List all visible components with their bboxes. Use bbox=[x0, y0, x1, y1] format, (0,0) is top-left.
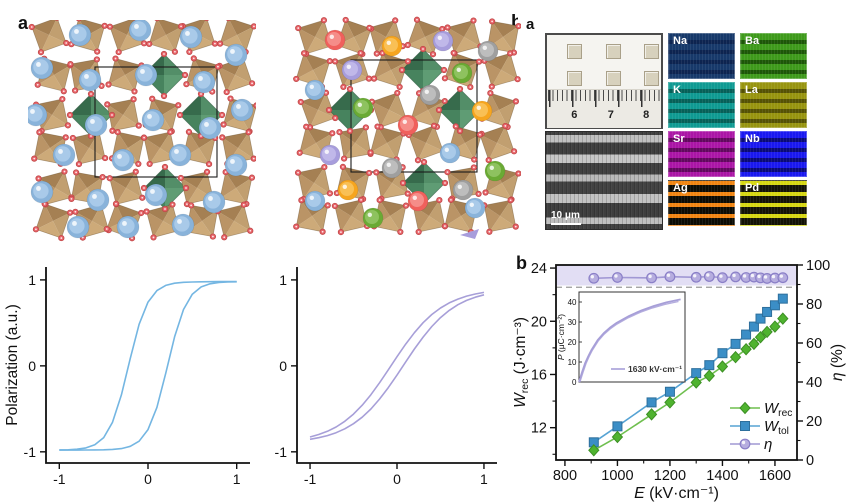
series-W_tol bbox=[588, 293, 788, 448]
svg-text:20: 20 bbox=[531, 314, 547, 330]
svg-text:1: 1 bbox=[480, 471, 488, 487]
scalebar-line bbox=[551, 222, 581, 225]
ruler-number: 8 bbox=[643, 109, 650, 121]
svg-text:10: 10 bbox=[568, 358, 577, 367]
cation-spheres-layer bbox=[28, 20, 254, 239]
svg-text:-1: -1 bbox=[304, 471, 317, 487]
sem-scalebar: 10 μm bbox=[551, 210, 581, 225]
y-axis-label: Polarization (a.u.) bbox=[4, 304, 21, 425]
legend-label: Wtol bbox=[764, 418, 789, 437]
x-axis-label: E (kV·cm⁻¹) bbox=[634, 485, 719, 502]
eds-map-nb: Nb bbox=[740, 131, 807, 177]
svg-text:24: 24 bbox=[531, 261, 547, 277]
eds-element-label: Na bbox=[673, 35, 688, 47]
axes bbox=[45, 267, 250, 464]
panel-label-a-right: a bbox=[526, 16, 535, 33]
cropped-fragment bbox=[460, 229, 479, 239]
svg-text:800: 800 bbox=[553, 468, 577, 484]
series-η bbox=[588, 271, 789, 284]
svg-text:30: 30 bbox=[568, 318, 577, 327]
svg-text:0: 0 bbox=[28, 358, 36, 374]
eds-element-label: Nb bbox=[745, 133, 760, 145]
eds-map-na: Na bbox=[668, 33, 735, 79]
svg-text:-1: -1 bbox=[24, 444, 37, 460]
eds-map-ag: Ag bbox=[668, 180, 735, 226]
svg-text:1000: 1000 bbox=[601, 468, 633, 484]
pe-hysteresis-loop-chart: -1 0 1 -1 0 1 Polarization (a.u.) bbox=[4, 267, 250, 487]
svg-text:0: 0 bbox=[279, 358, 287, 374]
svg-text:40: 40 bbox=[806, 375, 822, 391]
pe-slim-loop-chart: -1 0 1 -1 0 1 bbox=[275, 267, 497, 487]
loop-branch_up bbox=[309, 294, 485, 441]
eds-element-label: Ba bbox=[745, 35, 760, 47]
ruler: 6 7 8 bbox=[547, 89, 663, 128]
svg-text:-1: -1 bbox=[275, 444, 288, 460]
eds-map-k: K bbox=[668, 82, 735, 128]
inset-y-axis-label: P (μC·cm⁻²) bbox=[556, 314, 566, 360]
eds-element-label: Pd bbox=[745, 182, 760, 194]
svg-text:100: 100 bbox=[806, 258, 830, 274]
panel-label-b: b bbox=[516, 253, 527, 273]
clipped-panel-label-b: b bbox=[511, 12, 518, 33]
svg-text:0: 0 bbox=[144, 471, 152, 487]
left-y-axis-label: Wrec (J·cm⁻³) bbox=[512, 317, 531, 408]
ceramic-samples-photo: 6 7 8 bbox=[545, 33, 663, 129]
svg-text:40: 40 bbox=[568, 298, 577, 307]
eds-map-sr: Sr bbox=[668, 131, 735, 177]
svg-text:1600: 1600 bbox=[759, 468, 791, 484]
svg-text:20: 20 bbox=[568, 338, 577, 347]
panel-label-a-left: a bbox=[18, 13, 29, 33]
svg-text:16: 16 bbox=[531, 367, 547, 383]
energy-storage-chart: 800 1000 1200 1400 160012162024020406080100E… bbox=[512, 258, 846, 502]
ruler-number: 7 bbox=[607, 109, 614, 121]
eds-element-label: Ag bbox=[673, 182, 688, 194]
oxygen-atoms-layer bbox=[28, 20, 256, 242]
ceramic-chip bbox=[567, 71, 582, 86]
eds-element-label: Sr bbox=[673, 133, 685, 145]
ruler-major-ticks bbox=[549, 90, 663, 107]
eds-map-ba: Ba bbox=[740, 33, 807, 79]
svg-text:80: 80 bbox=[806, 297, 822, 313]
inset-pe-curve: 0 10 20 30 40P (μC·cm⁻²) 1630 kV·cm⁻¹ bbox=[556, 291, 686, 387]
loop-branch_down bbox=[309, 291, 485, 438]
eds-map-grid: Na Ba K La Sr Nb Ag Pd bbox=[668, 33, 807, 226]
eds-map-pd: Pd bbox=[740, 180, 807, 226]
ceramic-chip bbox=[644, 44, 659, 59]
svg-text:1400: 1400 bbox=[706, 468, 738, 484]
loop-branch_up bbox=[59, 281, 237, 451]
ceramic-chip bbox=[606, 71, 621, 86]
svg-text:12: 12 bbox=[531, 421, 547, 437]
eds-element-label: La bbox=[745, 84, 758, 96]
axes bbox=[296, 267, 497, 464]
svg-text:-1: -1 bbox=[53, 471, 66, 487]
svg-text:1: 1 bbox=[233, 471, 241, 487]
legend-label: Wrec bbox=[764, 400, 792, 419]
ceramic-chip bbox=[567, 44, 582, 59]
cation-spheres-layer bbox=[304, 29, 506, 229]
crystal-structure-doped bbox=[293, 16, 521, 239]
ruler-number: 6 bbox=[571, 109, 578, 121]
svg-text:1: 1 bbox=[28, 272, 36, 288]
svg-text:0: 0 bbox=[393, 471, 401, 487]
ceramic-chip bbox=[606, 44, 621, 59]
loop-branch_down bbox=[59, 280, 237, 451]
series-W_rec bbox=[588, 312, 789, 457]
svg-text:1200: 1200 bbox=[654, 468, 686, 484]
sem-micrograph: 10 μm bbox=[545, 131, 663, 230]
inset-legend-label: 1630 kV·cm⁻¹ bbox=[628, 364, 682, 374]
svg-text:0: 0 bbox=[572, 378, 577, 387]
svg-text:20: 20 bbox=[806, 414, 822, 430]
svg-text:60: 60 bbox=[806, 336, 822, 352]
legend-label: η bbox=[764, 436, 772, 453]
ceramic-chip bbox=[644, 71, 659, 86]
right-y-axis-label: η (%) bbox=[829, 344, 846, 381]
svg-text:0: 0 bbox=[806, 453, 814, 469]
svg-text:1: 1 bbox=[279, 272, 287, 288]
eds-element-label: K bbox=[673, 84, 681, 96]
crystal-structure-undoped bbox=[28, 20, 256, 242]
eds-map-la: La bbox=[740, 82, 807, 128]
